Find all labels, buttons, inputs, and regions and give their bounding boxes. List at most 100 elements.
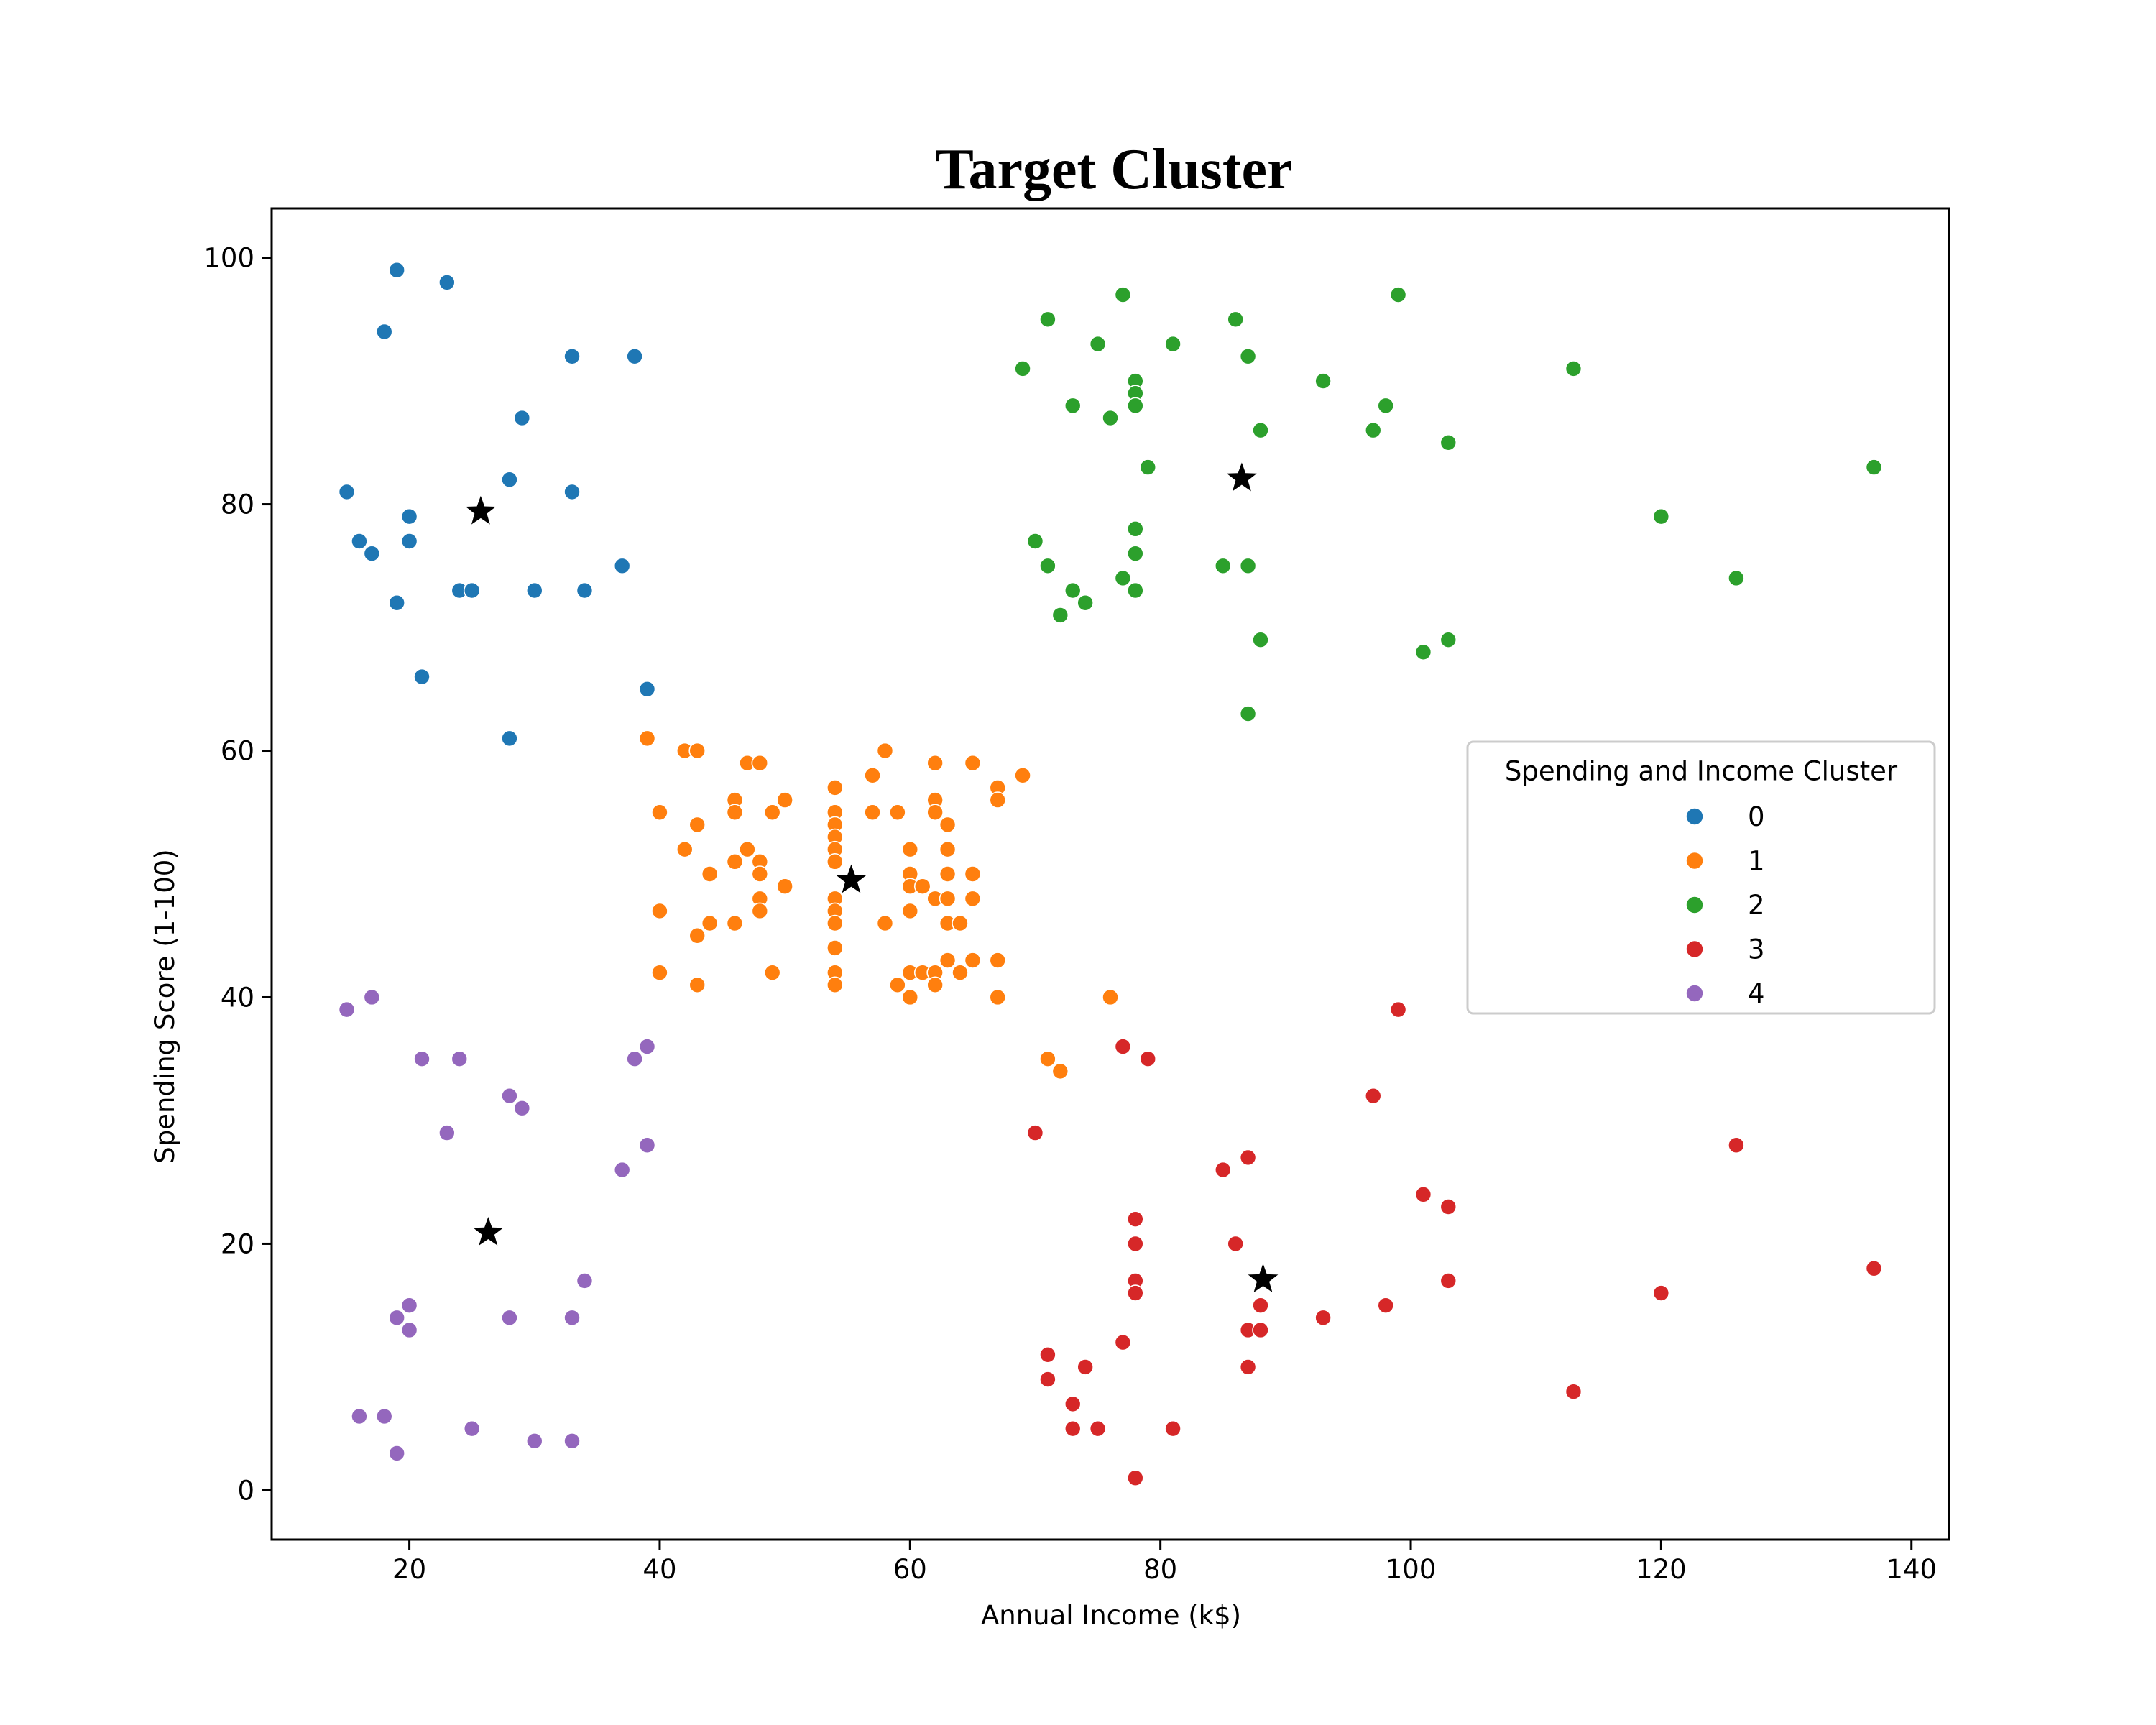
data-point-cluster-0	[375, 323, 393, 341]
data-point-cluster-0	[563, 347, 581, 365]
chart-title: Target Cluster	[936, 138, 1293, 201]
data-point-cluster-1	[651, 902, 668, 920]
data-point-cluster-3	[1064, 1420, 1082, 1438]
data-point-cluster-1	[651, 964, 668, 981]
data-point-cluster-2	[1164, 335, 1181, 353]
data-point-cluster-2	[1239, 557, 1257, 575]
data-point-cluster-1	[939, 890, 957, 908]
data-point-cluster-2	[1239, 347, 1257, 365]
data-point-cluster-2	[1039, 557, 1056, 575]
data-point-cluster-1	[964, 754, 982, 772]
centroid-star-cluster-2	[1226, 462, 1257, 492]
centroid-star-cluster-0	[465, 495, 496, 525]
data-point-cluster-0	[413, 668, 430, 686]
data-point-cluster-1	[876, 742, 894, 760]
data-point-cluster-1	[964, 865, 982, 883]
centroid-star-cluster-4	[473, 1217, 504, 1246]
data-point-cluster-1	[701, 865, 719, 883]
data-point-cluster-4	[576, 1272, 594, 1289]
data-point-cluster-3	[1064, 1395, 1082, 1413]
x-tick-label: 80	[1143, 1554, 1177, 1585]
x-tick-label: 40	[642, 1554, 676, 1585]
data-point-cluster-3	[1364, 1087, 1382, 1105]
data-point-cluster-1	[826, 853, 844, 870]
data-point-cluster-2	[1377, 397, 1394, 415]
data-point-cluster-1	[913, 878, 931, 895]
data-point-cluster-3	[1114, 1038, 1132, 1055]
data-point-cluster-2	[1077, 594, 1094, 612]
data-point-cluster-2	[1114, 286, 1132, 303]
data-points	[338, 261, 1883, 1487]
data-point-cluster-2	[1728, 569, 1745, 587]
data-point-cluster-3	[1127, 1469, 1144, 1487]
data-point-cluster-2	[1026, 533, 1044, 550]
legend-label-4: 4	[1748, 978, 1765, 1009]
data-point-cluster-3	[1314, 1309, 1332, 1327]
data-point-cluster-1	[952, 964, 969, 981]
data-point-cluster-2	[1389, 286, 1407, 303]
data-point-cluster-1	[952, 914, 969, 932]
data-point-cluster-1	[864, 767, 881, 784]
legend-marker-4	[1685, 984, 1704, 1003]
data-point-cluster-2	[1214, 557, 1232, 575]
data-point-cluster-2	[1252, 631, 1269, 648]
legend-marker-0	[1685, 807, 1704, 826]
data-point-cluster-3	[1139, 1050, 1157, 1068]
x-tick-label: 120	[1636, 1554, 1687, 1585]
data-point-cluster-0	[513, 409, 531, 427]
data-point-cluster-3	[1389, 1000, 1407, 1018]
legend-box	[1466, 740, 1936, 1015]
data-point-cluster-2	[1414, 643, 1432, 661]
data-point-cluster-1	[939, 816, 957, 834]
data-point-cluster-0	[576, 581, 594, 599]
data-point-cluster-2	[1314, 372, 1332, 390]
data-point-cluster-0	[388, 261, 405, 279]
data-point-cluster-3	[1039, 1371, 1056, 1388]
data-point-cluster-1	[964, 952, 982, 969]
data-point-cluster-0	[501, 471, 518, 489]
data-point-cluster-1	[939, 952, 957, 969]
data-point-cluster-4	[363, 988, 381, 1006]
data-point-cluster-3	[1728, 1136, 1745, 1154]
data-point-cluster-1	[638, 730, 656, 748]
centroids	[465, 462, 1279, 1292]
data-point-cluster-3	[1114, 1333, 1132, 1351]
data-point-cluster-0	[563, 483, 581, 501]
data-point-cluster-4	[338, 1000, 356, 1018]
data-point-cluster-2	[1439, 434, 1457, 451]
centroid-star-cluster-3	[1248, 1264, 1279, 1292]
data-point-cluster-4	[613, 1161, 631, 1179]
data-point-cluster-4	[375, 1407, 393, 1425]
x-tick-label: 20	[392, 1554, 426, 1585]
data-point-cluster-1	[989, 791, 1007, 809]
data-point-cluster-4	[563, 1432, 581, 1450]
data-point-cluster-2	[1127, 397, 1144, 415]
data-point-cluster-3	[1127, 1210, 1144, 1228]
data-point-cluster-1	[726, 914, 744, 932]
data-point-cluster-3	[1026, 1124, 1044, 1141]
data-point-cluster-1	[964, 890, 982, 908]
data-point-cluster-0	[525, 581, 543, 599]
data-point-cluster-2	[1364, 421, 1382, 439]
data-point-cluster-1	[901, 902, 919, 920]
data-point-cluster-2	[1565, 360, 1583, 377]
data-point-cluster-3	[1227, 1235, 1244, 1253]
legend-label-2: 2	[1748, 890, 1765, 921]
data-point-cluster-4	[438, 1124, 456, 1141]
data-point-cluster-4	[501, 1309, 518, 1327]
data-point-cluster-4	[513, 1100, 531, 1117]
data-point-cluster-2	[1127, 545, 1144, 562]
centroid-star-cluster-1	[836, 864, 867, 893]
data-point-cluster-1	[864, 804, 881, 822]
data-point-cluster-4	[388, 1309, 405, 1327]
data-point-cluster-2	[1239, 705, 1257, 722]
data-point-cluster-1	[688, 816, 706, 834]
y-tick-label: 40	[221, 982, 254, 1013]
data-point-cluster-3	[1865, 1259, 1883, 1277]
data-point-cluster-1	[676, 840, 694, 858]
data-point-cluster-0	[351, 533, 368, 550]
data-point-cluster-0	[338, 483, 356, 501]
data-point-cluster-0	[463, 581, 481, 599]
